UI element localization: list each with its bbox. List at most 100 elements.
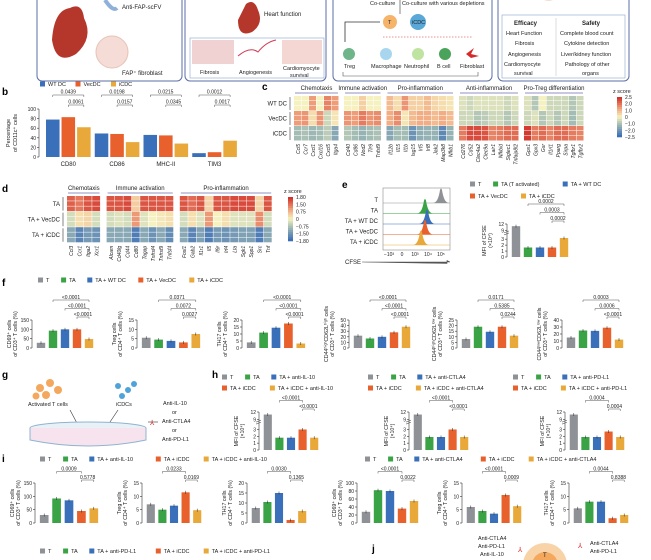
p-value-label: <0.0001 — [282, 395, 300, 401]
colorbar-tick-label: 1.0 — [625, 108, 632, 114]
significance-bracket — [183, 316, 197, 319]
bar — [48, 330, 58, 348]
p-value-label: <0.0001 — [379, 295, 397, 301]
significance-bracket — [612, 479, 625, 482]
heatmap-cell — [247, 211, 255, 217]
heatmap-cell — [394, 96, 401, 101]
histogram-row-label: TA — [371, 209, 378, 215]
y-tick-label: 5 — [236, 339, 239, 345]
y-axis-label: of CD3⁺ T cells (%) — [13, 311, 19, 357]
heatmap-cell — [366, 96, 374, 101]
heatmap-cell — [511, 131, 519, 136]
heatmap-cell — [531, 111, 539, 116]
heatmap-cell — [205, 211, 213, 217]
p-value-label: 0.0009 — [61, 466, 77, 472]
colorbar-tick-label: 2.0 — [625, 102, 632, 108]
legend-label: T — [48, 457, 52, 463]
legend-label: VecDC — [84, 82, 101, 88]
j-left-label: Anti-IL-10 — [480, 552, 504, 558]
heatmap-cell — [344, 106, 351, 111]
significance-bracket — [170, 308, 197, 311]
y-tick-label: 1 — [403, 441, 406, 447]
heatmap-cell — [301, 131, 309, 136]
heatmap-cell — [205, 216, 213, 222]
heatmap-cell — [238, 232, 247, 238]
heatmap-cell — [123, 201, 132, 206]
panel-label-i: i — [2, 454, 5, 465]
y-tick-label: 12 — [400, 410, 406, 416]
heatmap-cell — [489, 121, 496, 126]
y-tick-label: 10 — [553, 339, 559, 345]
heatmap-cell — [439, 96, 446, 101]
heatmap-cell — [394, 126, 401, 131]
heatmap-cell — [165, 211, 174, 217]
heatmap-cell — [511, 116, 519, 121]
heatmap-cell — [148, 211, 157, 217]
heatmap-cell — [157, 196, 165, 201]
p-value-label: 0.0215 — [158, 90, 174, 96]
heatmap-cell — [386, 96, 394, 101]
heatmap-cell — [188, 206, 197, 212]
x-tick-label: 10⁴ — [424, 252, 432, 258]
heatmap-cell — [416, 101, 424, 106]
heatmap-cell — [263, 227, 272, 232]
significance-bracket — [505, 479, 518, 482]
colorbar-segment — [617, 97, 622, 100]
colorbar-tick-label: 2.5 — [625, 95, 632, 101]
y-tick-label: 20 — [448, 324, 454, 330]
bracket — [342, 72, 479, 77]
heatmap-cell — [481, 121, 489, 126]
category-label: MHC-II — [156, 162, 175, 168]
colorbar-segment — [617, 123, 622, 126]
heatmap-cell — [489, 136, 496, 141]
heatmap-cell — [83, 201, 92, 206]
legend-swatch — [203, 456, 209, 462]
legend-label: TA — [399, 375, 406, 381]
heatmap-cell — [474, 116, 481, 121]
heatmap-cell — [324, 101, 331, 106]
heatmap-cell — [115, 206, 123, 212]
y-tick-label: 0 — [343, 346, 346, 352]
bar — [614, 339, 624, 348]
bar — [298, 511, 307, 523]
heatmap-cell — [324, 106, 331, 111]
heatmap-cell — [351, 101, 359, 106]
bar — [207, 152, 222, 157]
heatmap-cell — [366, 126, 374, 131]
bar — [77, 511, 86, 523]
heatmap-cell — [374, 96, 381, 101]
heatmap-cell — [466, 126, 474, 131]
y-tick-label: 0 — [501, 255, 504, 261]
y-axis-label: of CD4⁺ T cells (%) — [550, 480, 556, 526]
b-cell-label: B cell — [437, 64, 450, 70]
heatmap-cell — [263, 232, 272, 238]
heatmap-cell — [205, 237, 213, 243]
y-tick-label: 40 — [553, 318, 559, 324]
heatmap-cell — [238, 227, 247, 232]
bar — [501, 495, 510, 523]
heatmap-cell — [196, 211, 205, 217]
heatmap-cell — [148, 206, 157, 212]
bar — [274, 493, 284, 523]
heatmap-cell — [424, 96, 431, 101]
legend-label: TA + WT DC — [95, 278, 126, 284]
gene-label: Nfkbid — [498, 144, 504, 158]
heatmap-cell — [316, 96, 324, 101]
heatmap-cell — [431, 96, 439, 101]
heatmap-cell — [439, 126, 446, 131]
y-tick-label: 15 — [448, 329, 454, 335]
heatmap-cell — [344, 126, 351, 131]
heatmap-cell — [140, 196, 149, 201]
gene-label: Il1r1 — [199, 246, 205, 256]
significance-bracket — [81, 479, 95, 482]
heatmap-cell — [431, 136, 439, 141]
heatmap-cell — [351, 136, 359, 141]
heatmap-cell — [524, 96, 531, 101]
heatmap-cell — [416, 96, 424, 101]
heatmap-cell — [230, 237, 239, 243]
heatmap-cell — [230, 211, 239, 217]
safety-item: Liver/kidney function — [561, 52, 611, 58]
heatmap-cell — [221, 206, 230, 212]
y-tick-label: 0 — [33, 155, 36, 161]
treg-icon — [343, 48, 355, 60]
